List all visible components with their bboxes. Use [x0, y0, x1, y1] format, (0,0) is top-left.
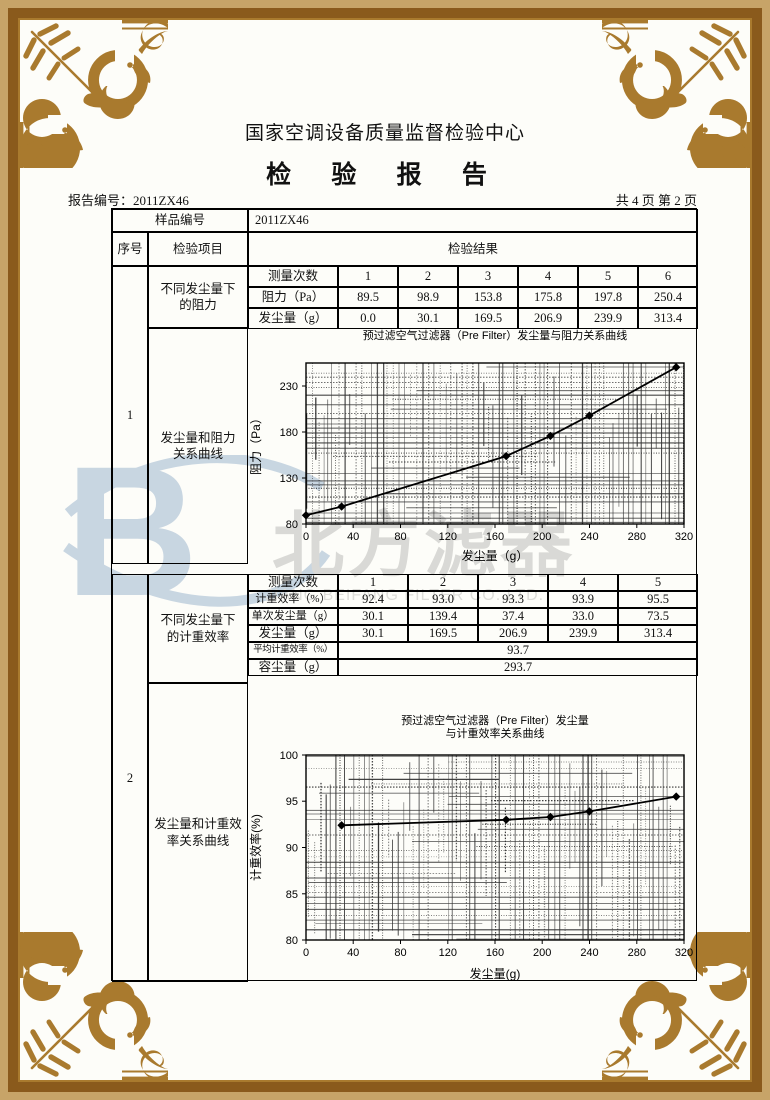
svg-text:85: 85 [286, 889, 298, 901]
svg-text:预过滤空气过滤器（Pre Filter）发尘量与阻力关系曲线: 预过滤空气过滤器（Pre Filter）发尘量与阻力关系曲线 [363, 329, 628, 342]
svg-text:40: 40 [347, 947, 359, 959]
svg-text:180: 180 [280, 427, 298, 439]
svg-text:95: 95 [286, 796, 298, 808]
svg-text:240: 240 [580, 947, 598, 959]
svg-text:预过滤空气过滤器（Pre Filter）发尘量: 预过滤空气过滤器（Pre Filter）发尘量 [401, 713, 589, 727]
svg-text:280: 280 [628, 947, 646, 959]
svg-text:100: 100 [280, 750, 298, 762]
svg-text:与计重效率关系曲线: 与计重效率关系曲线 [446, 726, 545, 740]
svg-text:160: 160 [486, 531, 504, 543]
svg-text:200: 200 [533, 947, 551, 959]
svg-text:130: 130 [280, 473, 298, 485]
svg-text:80: 80 [394, 531, 406, 543]
svg-text:80: 80 [394, 947, 406, 959]
svg-text:120: 120 [439, 947, 457, 959]
svg-text:0: 0 [303, 947, 309, 959]
svg-text:80: 80 [286, 935, 298, 947]
svg-text:230: 230 [280, 381, 298, 393]
svg-text:0: 0 [303, 531, 309, 543]
svg-text:80: 80 [286, 519, 298, 531]
svg-text:160: 160 [486, 947, 504, 959]
svg-text:发尘量(g): 发尘量(g) [470, 966, 521, 981]
svg-text:40: 40 [347, 531, 359, 543]
svg-text:90: 90 [286, 843, 298, 855]
svg-text:发尘量（g）: 发尘量（g） [462, 548, 529, 563]
svg-text:240: 240 [580, 531, 598, 543]
svg-text:120: 120 [439, 531, 457, 543]
svg-text:320: 320 [675, 947, 693, 959]
svg-text:计重效率(%): 计重效率(%) [248, 814, 263, 881]
svg-text:280: 280 [628, 531, 646, 543]
svg-text:320: 320 [675, 531, 693, 543]
svg-text:阻力（Pa）: 阻力（Pa） [249, 412, 263, 475]
svg-text:200: 200 [533, 531, 551, 543]
